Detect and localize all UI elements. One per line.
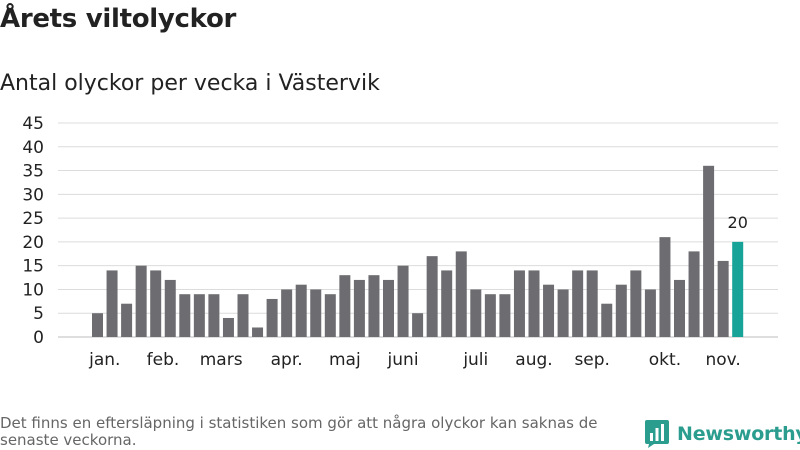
x-tick-label: juni [387, 350, 419, 370]
newsworthy-logo[interactable]: Newsworthy [644, 419, 800, 449]
x-tick-label: feb. [147, 350, 180, 370]
bar [368, 275, 380, 337]
bar [499, 294, 511, 337]
footnote: Det finns en eftersläpning i statistiken… [0, 414, 598, 449]
bar [179, 294, 191, 337]
y-tick-label: 40 [22, 138, 44, 158]
bar [601, 303, 613, 337]
x-tick-label: maj [329, 350, 361, 370]
y-tick-label: 30 [22, 185, 44, 205]
bar [252, 327, 264, 337]
bar [644, 289, 656, 337]
x-tick-label: jan. [88, 350, 120, 370]
bar [543, 284, 555, 337]
bar [470, 289, 482, 337]
chart-title: Årets viltolyckor [0, 4, 237, 34]
bar [383, 279, 394, 337]
bar [106, 270, 118, 337]
y-axis-labels: 0 5 10 15 20 25 30 35 40 45 [22, 114, 44, 348]
bar [703, 165, 715, 337]
bar [193, 294, 205, 337]
bar [121, 303, 133, 337]
bar-chart: 0 5 10 15 20 25 30 35 40 45 20 jan. feb. mars apr. ma… [22, 114, 778, 370]
y-tick-label: 35 [22, 162, 44, 182]
y-tick-label: 15 [22, 257, 44, 277]
bar [441, 270, 453, 337]
y-tick-label: 0 [33, 328, 44, 348]
x-tick-label: okt. [649, 350, 681, 370]
data-label: 20 [728, 213, 748, 232]
x-tick-label: apr. [271, 350, 303, 370]
bar [455, 251, 467, 337]
bar [92, 313, 103, 337]
bar [266, 298, 278, 337]
bar [717, 260, 729, 337]
bar [513, 270, 525, 337]
bar [237, 294, 249, 337]
chart-subtitle: Antal olyckor per vecka i Västervik [0, 71, 380, 96]
x-tick-label: aug. [515, 350, 552, 370]
bar [208, 294, 220, 337]
bar [310, 289, 322, 337]
bar [630, 270, 642, 337]
bar [674, 279, 685, 337]
bar [688, 251, 700, 337]
y-tick-label: 45 [22, 114, 44, 134]
bar [222, 317, 234, 337]
bar [135, 265, 147, 337]
x-tick-label: mars [200, 350, 243, 370]
y-tick-label: 25 [22, 209, 44, 229]
bar [484, 294, 496, 337]
bar [557, 289, 569, 337]
bar [324, 294, 336, 337]
bar [572, 270, 584, 337]
bar [659, 237, 671, 337]
newsworthy-icon [645, 420, 669, 448]
y-tick-label: 5 [33, 304, 44, 324]
bar [150, 270, 162, 337]
x-axis-labels: jan. feb. mars apr. maj juni juli aug. sep. okt. n… [88, 350, 741, 370]
bar [397, 265, 409, 337]
y-tick-label: 20 [22, 233, 44, 253]
bar [586, 270, 598, 337]
y-tick-label: 10 [22, 280, 44, 300]
bar [295, 284, 307, 337]
x-tick-label: nov. [705, 350, 740, 370]
bar [412, 313, 424, 337]
x-tick-label: sep. [574, 350, 610, 370]
bar [426, 256, 438, 337]
bar [528, 270, 540, 337]
bar [281, 289, 293, 337]
highlight-bar [732, 241, 744, 337]
bar [353, 279, 365, 337]
grid-lines [58, 122, 778, 338]
x-tick-label: juli [462, 350, 488, 370]
brand-name: Newsworthy [677, 423, 800, 445]
bar [164, 279, 176, 337]
bar [339, 275, 351, 337]
bars: 20 [92, 165, 748, 337]
bar [615, 284, 627, 337]
